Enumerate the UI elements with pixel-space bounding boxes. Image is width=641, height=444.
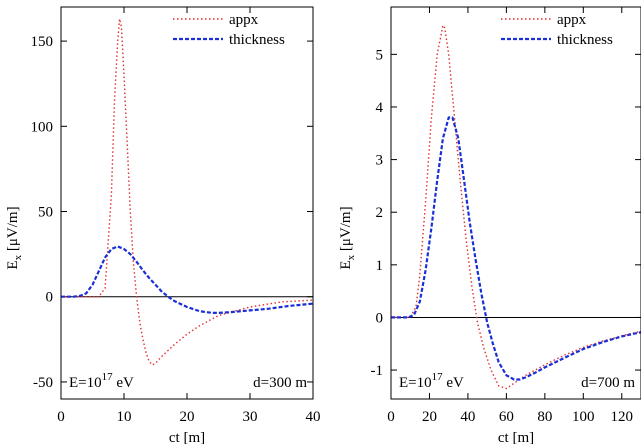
energy-annotation: E=1017 eV (399, 371, 464, 391)
series-line-thickness (61, 245, 313, 314)
x-tick-label: 100 (572, 409, 595, 425)
distance-annotation: d=300 m (253, 375, 307, 391)
legend-label: thickness (557, 32, 613, 48)
y-tick-label: 100 (31, 119, 54, 135)
y-axis-label: Ex [μV/m] (338, 206, 357, 269)
y-axis-label: Ex [μV/m] (5, 206, 24, 269)
y-tick-label: 1 (376, 258, 384, 274)
series-line-appx (61, 18, 313, 366)
y-tick-label: -1 (371, 363, 384, 379)
plot-frame (390, 6, 641, 400)
series-line-appx (391, 24, 641, 390)
x-axis-label: ct [m] (498, 430, 534, 444)
y-tick-label: 2 (376, 205, 384, 221)
plot-frame (60, 6, 314, 400)
x-tick-label: 0 (57, 409, 65, 425)
x-tick-label: 40 (306, 409, 321, 425)
y-tick-label: 0 (376, 310, 384, 326)
y-tick-label: 50 (38, 205, 53, 221)
y-tick-label: 0 (46, 290, 54, 306)
x-tick-label: 60 (499, 409, 514, 425)
x-tick-label: 120 (611, 409, 634, 425)
y-tick-label: 5 (376, 47, 384, 63)
legend-label: appx (229, 12, 259, 28)
y-tick-label: -50 (33, 375, 53, 391)
distance-annotation: d=700 m (581, 375, 635, 391)
y-tick-label: 4 (376, 100, 384, 116)
x-tick-label: 20 (422, 409, 437, 425)
legend-label: appx (557, 12, 587, 28)
y-tick-label: 150 (31, 34, 54, 50)
x-tick-label: 20 (180, 409, 195, 425)
left-chart-panel: 0 10 20 30 40 -50 0 50 100 150 appx thickness E=1017… (5, 6, 321, 444)
x-tick-label: 0 (387, 409, 395, 425)
energy-annotation: E=1017 eV (69, 371, 134, 391)
legend-label: thickness (229, 32, 285, 48)
series-line-thickness (391, 116, 641, 381)
x-tick-label: 10 (117, 409, 132, 425)
y-tick-label: 3 (376, 153, 384, 169)
x-axis-label: ct [m] (169, 430, 205, 444)
x-tick-label: 40 (460, 409, 475, 425)
right-chart-panel: 0 20 40 60 80 100 120 -1 0 1 2 3 4 5 appx thickness E=10… (338, 6, 641, 444)
x-tick-label: 80 (537, 409, 552, 425)
x-tick-label: 30 (243, 409, 258, 425)
